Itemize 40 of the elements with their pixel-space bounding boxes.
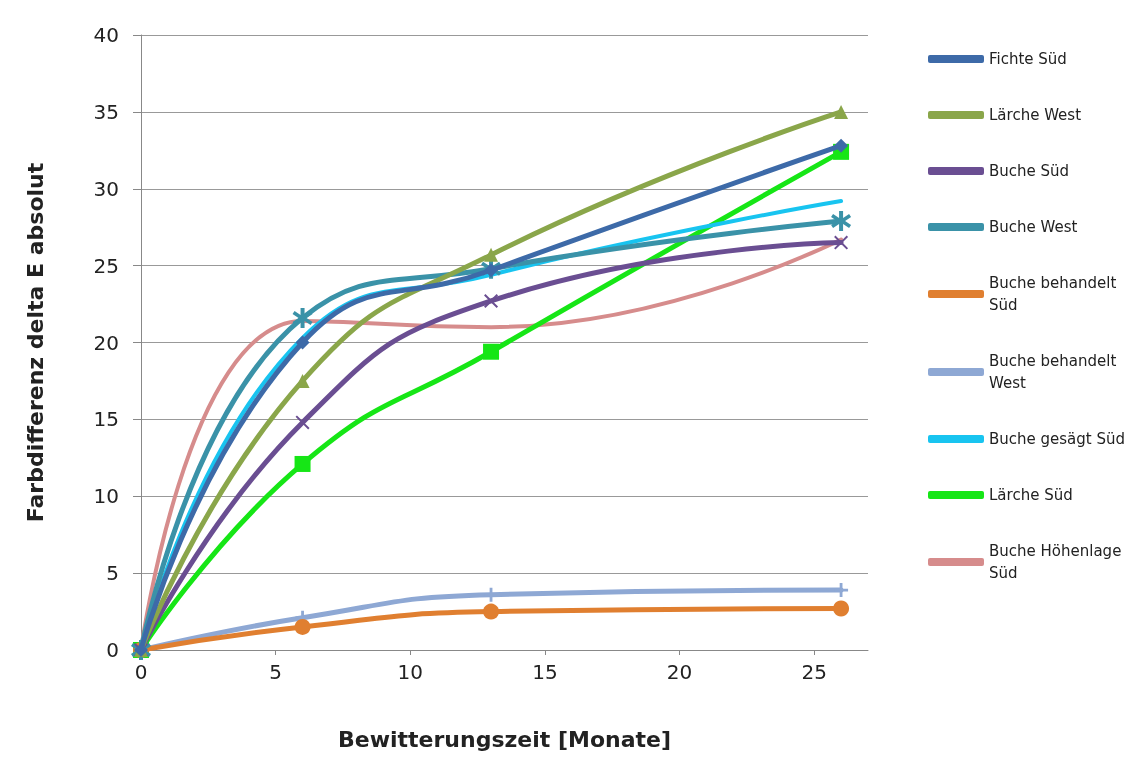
y-tick-label: 15: [93, 407, 119, 432]
point: [484, 293, 499, 308]
y-axis-title: Farbdifferenz delta E absolut: [22, 162, 48, 523]
point: [834, 104, 849, 119]
legend-label: Buche gesägt Süd: [989, 430, 1126, 448]
legend-label: Fichte Süd: [989, 50, 1067, 68]
x-tick-label: 0: [134, 660, 148, 684]
y-tick-label: 20: [93, 330, 119, 355]
point: [483, 603, 500, 620]
point: [483, 343, 500, 360]
point: [831, 211, 852, 232]
legend-label: Buche behandelt West: [989, 352, 1122, 392]
point: [484, 247, 499, 262]
x-tick-label: 20: [666, 660, 693, 684]
x-tick-label: 25: [801, 660, 827, 684]
point: [294, 455, 311, 472]
legend-label: Buche behandelt Süd: [989, 274, 1122, 314]
y-tick-label: 5: [106, 561, 119, 586]
point: [294, 618, 311, 635]
point: [833, 600, 850, 617]
y-tick-label: 40: [93, 23, 119, 47]
legend-label: Buche Höhenlage Süd: [989, 542, 1127, 582]
point: [295, 335, 310, 350]
point: [834, 235, 849, 250]
y-tick-label: 30: [93, 176, 119, 201]
y-tick-label: 25: [93, 253, 119, 278]
y-tick-label: 35: [93, 99, 119, 124]
point: [295, 415, 310, 430]
legend-label: Lärche Süd: [989, 486, 1073, 504]
x-axis-title: Bewitterungszeit [Monate]: [337, 726, 672, 752]
x-tick-label: 10: [397, 660, 423, 684]
x-tick-label: 15: [532, 660, 558, 684]
y-tick-label: 10: [93, 484, 119, 509]
y-tick-label: 0: [106, 638, 119, 662]
legend-label: Buche Süd: [989, 162, 1070, 180]
point: [834, 138, 849, 153]
legend-label: Lärche West: [989, 106, 1082, 124]
legend-label: Buche West: [989, 218, 1078, 236]
x-tick-label: 5: [269, 660, 282, 684]
point: [292, 307, 313, 328]
